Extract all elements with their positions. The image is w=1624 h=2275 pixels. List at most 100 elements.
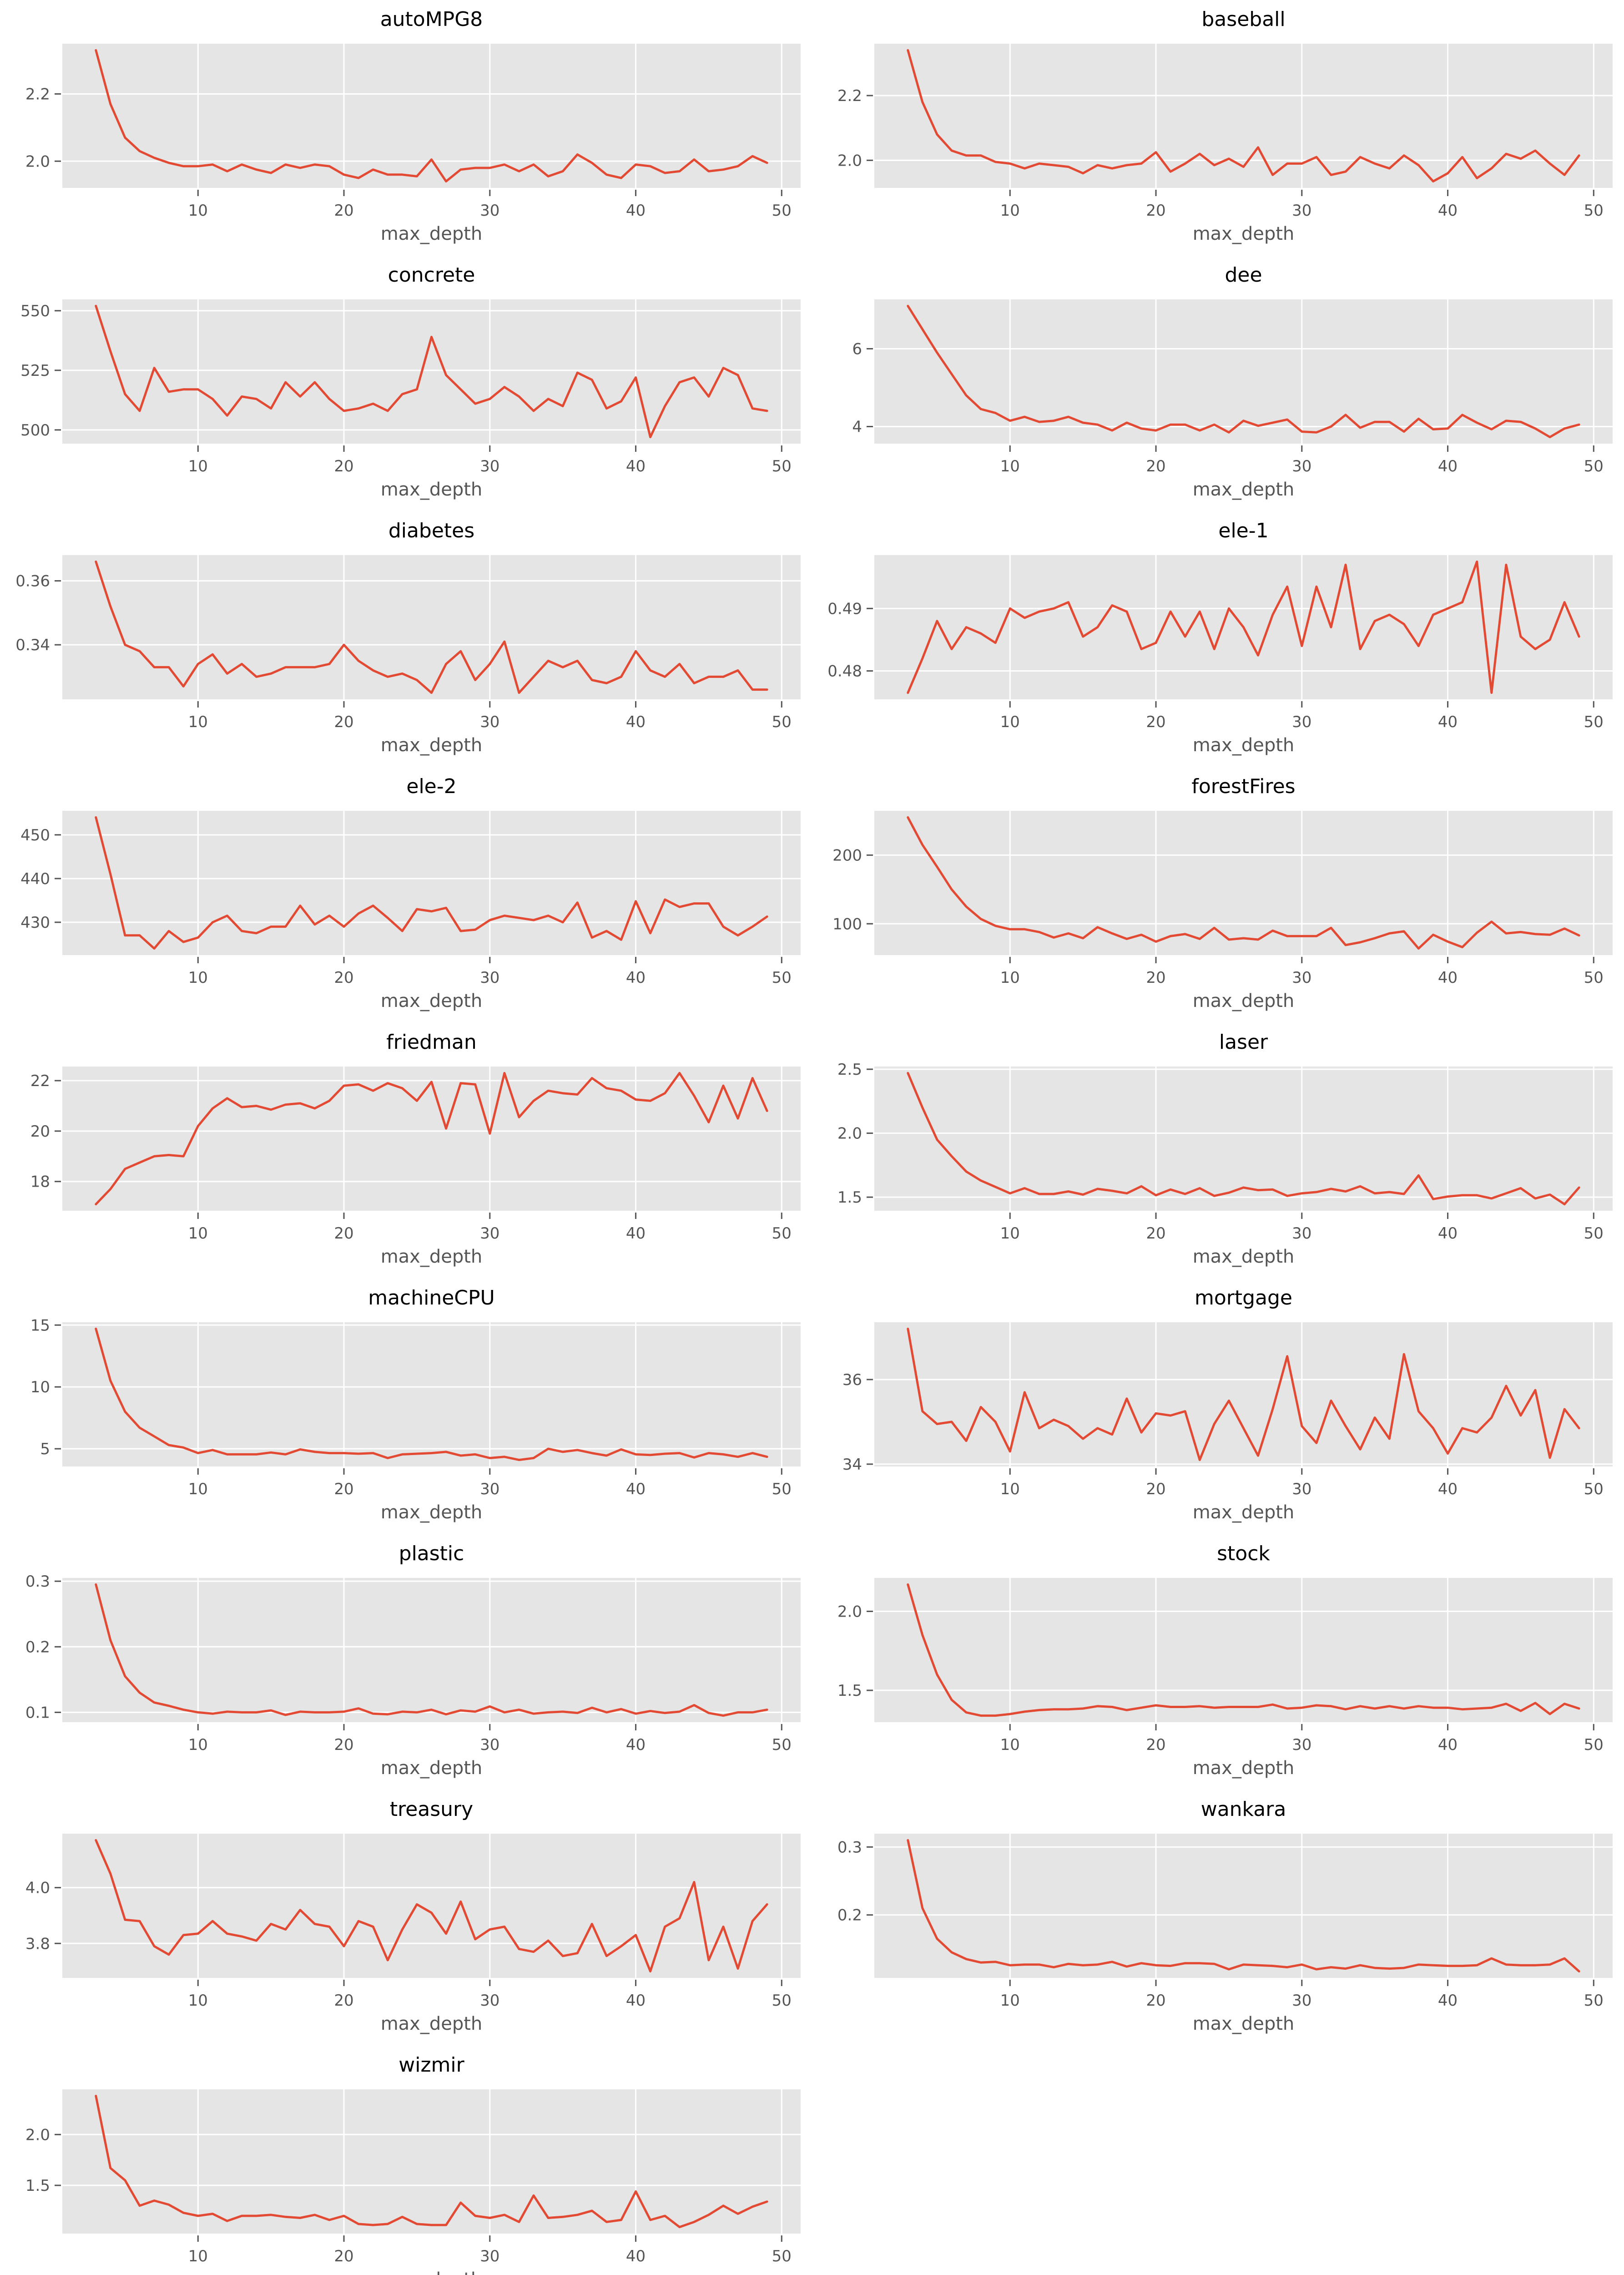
y-tick-label: 0.34: [15, 636, 50, 654]
subplot-wizmir: 10 20 30 40 50 1.5 2.0 wizmir max_depth: [0, 2046, 812, 2275]
x-axis-label: max_depth: [1193, 1246, 1295, 1267]
line-chart: 10 20 30 40 50 0.48 0.49 ele-1 max_depth: [827, 519, 1613, 756]
series-line: [907, 1583, 1580, 1717]
x-tick-label: 40: [1438, 1224, 1458, 1243]
x-tick-label: 40: [626, 457, 646, 475]
line-chart: 10 20 30 40 50 0.1 0.2 0.3 plastic max_depth: [25, 1542, 801, 1779]
line-chart: 10 20 30 40 50 18 20 22 friedman max_depth: [30, 1031, 801, 1267]
y-tick-label: 550: [20, 302, 50, 320]
chart-panel: [62, 1578, 801, 1722]
series-line: [907, 49, 1580, 183]
y-tick-label: 2.5: [837, 1061, 862, 1079]
y-tick-label: 3.8: [25, 1935, 50, 1953]
x-tick-label: 50: [772, 457, 792, 475]
x-tick-label: 20: [334, 969, 353, 987]
x-tick-label: 40: [1438, 457, 1458, 475]
x-tick-label: 40: [1438, 202, 1458, 220]
line-chart: 10 20 30 40 50 34 36 mortgage max_depth: [842, 1286, 1613, 1523]
series-line: [95, 1327, 768, 1461]
y-tick-label: 36: [842, 1371, 862, 1389]
x-axis-label: max_depth: [381, 479, 483, 500]
x-tick-label: 10: [188, 1736, 208, 1754]
subplot-machinecpu: 10 20 30 40 50 5 10 15 machineCPU max_depth: [0, 1279, 812, 1534]
chart-title: baseball: [1201, 8, 1285, 31]
x-axis-label: max_depth: [1193, 735, 1295, 756]
chart-title: forestFires: [1191, 775, 1295, 798]
x-tick-label: 10: [1000, 457, 1020, 475]
x-tick-label: 40: [626, 713, 646, 731]
x-tick-label: 50: [1584, 713, 1604, 731]
x-axis-label: max_depth: [381, 2013, 483, 2034]
series-line: [95, 304, 768, 439]
y-tick-label: 2.0: [837, 1125, 862, 1143]
series-line: [907, 816, 1580, 950]
x-tick-label: 30: [1292, 1224, 1311, 1243]
chart-title: wankara: [1201, 1798, 1286, 1821]
x-tick-label: 50: [1584, 1480, 1604, 1498]
x-tick-label: 10: [1000, 1224, 1020, 1243]
x-axis-label: max_depth: [381, 2269, 483, 2275]
y-tick-label: 2.0: [25, 2126, 50, 2144]
y-tick-label: 18: [30, 1173, 50, 1191]
x-axis-label: max_depth: [381, 1758, 483, 1779]
x-tick-label: 40: [1438, 1992, 1458, 2010]
y-tick-label: 1.5: [25, 2177, 50, 2195]
x-tick-label: 30: [480, 713, 499, 731]
y-tick-label: 4: [852, 418, 862, 436]
x-axis-label: max_depth: [381, 991, 483, 1011]
subplot-baseball: 10 20 30 40 50 2.0 2.2 baseball max_depth: [812, 0, 1624, 256]
x-tick-label: 30: [1292, 1736, 1311, 1754]
x-tick-label: 20: [334, 1224, 353, 1243]
x-tick-label: 30: [480, 1480, 499, 1498]
x-tick-label: 20: [334, 1480, 353, 1498]
x-tick-label: 40: [1438, 1736, 1458, 1754]
x-axis-label: max_depth: [1193, 479, 1295, 500]
y-tick-label: 440: [20, 870, 50, 888]
chart-panel: [62, 2089, 801, 2234]
x-axis-label: max_depth: [1193, 991, 1295, 1011]
x-tick-label: 20: [334, 202, 353, 220]
line-chart: 10 20 30 40 50 4 6 dee max_depth: [852, 263, 1613, 500]
chart-title: concrete: [388, 263, 475, 287]
x-tick-label: 10: [188, 457, 208, 475]
subplot-treasury: 10 20 30 40 50 3.8 4.0 treasury max_depth: [0, 1790, 812, 2046]
line-chart: 10 20 30 40 50 500 525 550 concrete max_depth: [20, 263, 801, 500]
x-tick-label: 20: [334, 457, 353, 475]
chart-title: stock: [1217, 1542, 1270, 1565]
x-tick-label: 30: [1292, 713, 1311, 731]
y-tick-label: 430: [20, 914, 50, 932]
x-tick-label: 30: [480, 202, 499, 220]
series-line: [95, 560, 768, 694]
line-chart: 10 20 30 40 50 3.8 4.0 treasury max_depth: [25, 1798, 801, 2034]
subplot-concrete: 10 20 30 40 50 500 525 550 concrete max_depth: [0, 256, 812, 511]
y-tick-label: 5: [40, 1440, 50, 1458]
x-tick-label: 10: [1000, 1736, 1020, 1754]
line-chart: 10 20 30 40 50 0.34 0.36 diabetes max_depth: [15, 519, 801, 756]
chart-title: ele-2: [406, 775, 456, 798]
y-tick-label: 15: [30, 1316, 50, 1335]
subplot-friedman: 10 20 30 40 50 18 20 22 friedman max_depth: [0, 1023, 812, 1279]
x-tick-label: 30: [480, 1224, 499, 1243]
line-chart: 10 20 30 40 50 100 200 forestFires max_depth: [832, 775, 1613, 1011]
x-axis-label: max_depth: [1193, 2013, 1295, 2034]
x-tick-label: 50: [772, 202, 792, 220]
x-tick-label: 20: [1146, 1480, 1165, 1498]
subplot-forestfires: 10 20 30 40 50 100 200 forestFires max_depth: [812, 767, 1624, 1023]
x-tick-label: 40: [626, 2247, 646, 2265]
y-tick-label: 0.1: [25, 1704, 50, 1722]
series-line: [907, 1327, 1580, 1461]
x-tick-label: 10: [188, 1992, 208, 2010]
x-tick-label: 30: [1292, 969, 1311, 987]
chart-title: ele-1: [1218, 519, 1268, 542]
x-tick-label: 30: [1292, 457, 1311, 475]
x-tick-label: 50: [772, 969, 792, 987]
x-tick-label: 30: [1292, 1480, 1311, 1498]
chart-title: mortgage: [1195, 1286, 1292, 1309]
x-tick-label: 10: [188, 969, 208, 987]
y-tick-label: 2.2: [837, 87, 862, 105]
x-tick-label: 30: [1292, 202, 1311, 220]
subplot-stock: 10 20 30 40 50 1.5 2.0 stock max_depth: [812, 1534, 1624, 1790]
y-tick-label: 100: [832, 915, 862, 933]
x-tick-label: 20: [1146, 713, 1165, 731]
